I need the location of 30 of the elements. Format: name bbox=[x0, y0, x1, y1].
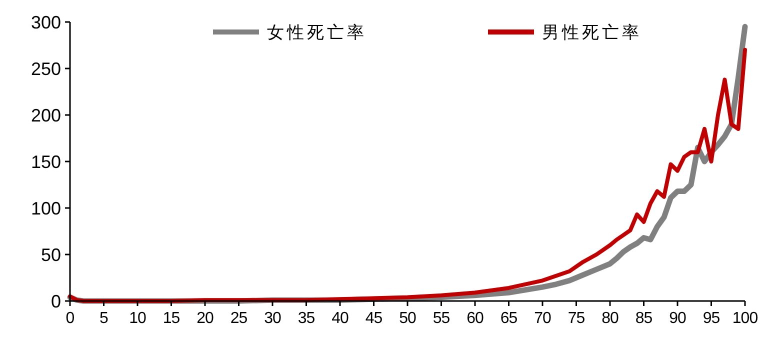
x-tick-label: 30 bbox=[264, 310, 282, 327]
x-tick-label: 0 bbox=[66, 310, 75, 327]
x-tick-label: 10 bbox=[129, 310, 146, 327]
x-tick-label: 75 bbox=[568, 310, 586, 327]
y-tick-label: 50 bbox=[40, 244, 61, 265]
x-tick-label: 35 bbox=[298, 310, 316, 327]
x-tick-label: 55 bbox=[432, 310, 450, 327]
y-tick-label: 200 bbox=[30, 105, 61, 126]
x-tick-label: 20 bbox=[196, 310, 214, 327]
x-tick-label: 85 bbox=[635, 310, 653, 327]
x-tick-label: 70 bbox=[534, 310, 552, 327]
y-tick-label: 100 bbox=[30, 198, 61, 218]
x-tick-label: 100 bbox=[732, 310, 758, 327]
x-tick-label: 95 bbox=[702, 310, 720, 327]
legend-label: 男性死亡率 bbox=[542, 22, 642, 43]
x-tick-label: 5 bbox=[100, 310, 109, 327]
y-tick-label: 250 bbox=[30, 58, 61, 79]
x-tick-label: 65 bbox=[500, 310, 518, 327]
x-tick-label: 40 bbox=[332, 310, 349, 327]
legend-label: 女性死亡率 bbox=[267, 22, 367, 43]
x-tick-label: 50 bbox=[399, 310, 416, 327]
y-tick-label: 300 bbox=[30, 12, 61, 32]
x-tick-label: 15 bbox=[162, 310, 180, 327]
x-tick-label: 60 bbox=[466, 310, 484, 327]
x-tick-label: 90 bbox=[669, 310, 686, 327]
x-tick-label: 25 bbox=[230, 310, 248, 327]
x-tick-label: 45 bbox=[365, 310, 383, 327]
x-tick-label: 80 bbox=[602, 310, 619, 327]
y-tick-label: 0 bbox=[50, 291, 61, 312]
y-tick-label: 150 bbox=[30, 152, 61, 172]
